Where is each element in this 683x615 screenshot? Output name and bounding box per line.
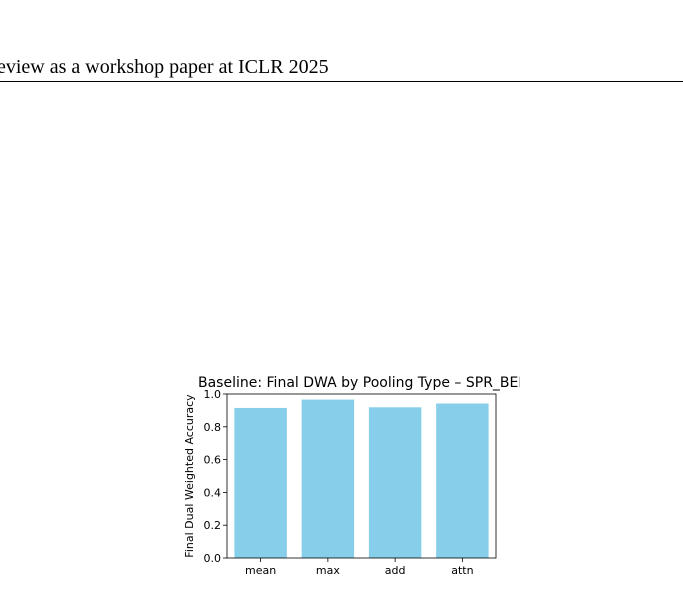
bar-chart: Baseline: Final DWA by Pooling Type – SP… xyxy=(183,375,520,577)
plot-frame xyxy=(226,393,497,559)
x-tick-label: mean xyxy=(245,564,276,577)
bar-attn xyxy=(436,403,489,558)
bar-add xyxy=(368,407,422,558)
y-tick-label: 1.0 xyxy=(204,388,222,401)
y-tick-label: 0.0 xyxy=(204,552,222,565)
y-axis-label: Final Dual Weighted Accuracy xyxy=(183,394,196,558)
header-rule xyxy=(0,81,683,82)
x-tick-label: attn xyxy=(451,564,473,577)
y-tick-label: 0.2 xyxy=(204,519,222,532)
y-tick-label: 0.8 xyxy=(204,421,222,434)
running-header: eview as a workshop paper at ICLR 2025 xyxy=(0,56,329,78)
bar-max xyxy=(301,399,355,558)
x-tick-label: max xyxy=(316,564,340,577)
y-tick-label: 0.4 xyxy=(204,486,222,499)
x-tick-label: add xyxy=(385,564,406,577)
figure: Baseline: Final DWA by Pooling Type – SP… xyxy=(180,365,520,580)
plot-area: mean max add attn 0.0 0.2 0.4 0.6 0.8 1.0 xyxy=(204,388,497,577)
bar-mean xyxy=(234,407,287,558)
caption-fragment xyxy=(250,603,340,615)
y-tick-label: 0.6 xyxy=(204,454,222,467)
chart-title: Baseline: Final DWA by Pooling Type – SP… xyxy=(198,375,520,391)
